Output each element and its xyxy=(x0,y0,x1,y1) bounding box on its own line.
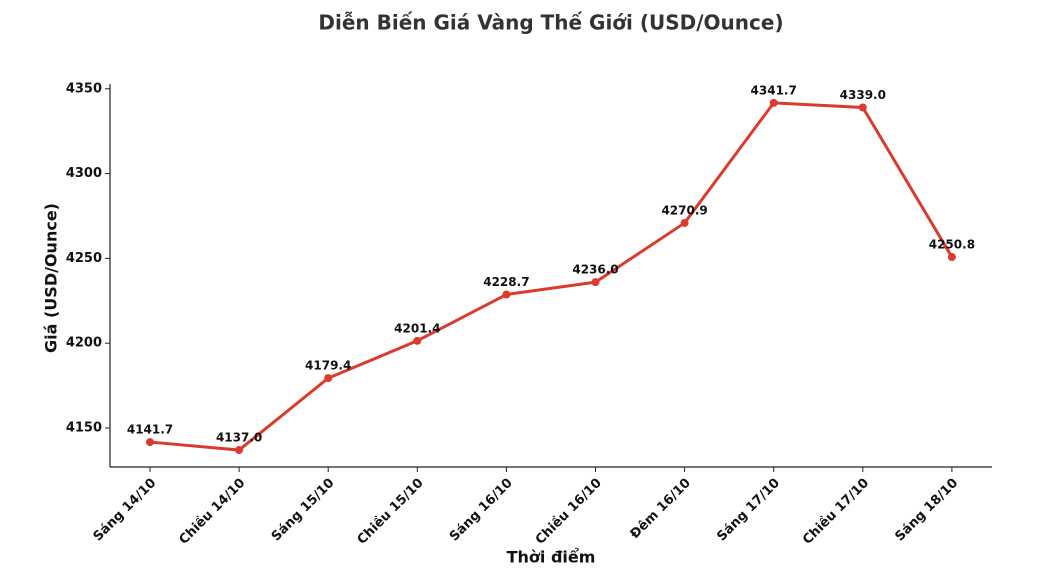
x-tick-label: Sáng 18/10 xyxy=(893,476,962,545)
x-tick-label: Chiều 14/10 xyxy=(176,476,248,548)
data-label: 4250.8 xyxy=(929,238,975,252)
marker xyxy=(591,278,600,287)
marker xyxy=(413,336,422,345)
line xyxy=(149,101,954,452)
x-tick-label: Sáng 15/10 xyxy=(269,476,338,545)
chart-title: Diễn Biến Giá Vàng Thế Giới (USD/Ounce) xyxy=(318,11,783,35)
x-tick-label: Chiều 17/10 xyxy=(800,476,872,548)
marker xyxy=(947,253,956,262)
data-label: 4179.4 xyxy=(305,359,351,373)
marker xyxy=(324,374,333,383)
x-tick-label: Đêm 16/10 xyxy=(628,476,694,542)
marker xyxy=(146,438,154,447)
y-tick-label: 4200 xyxy=(66,336,102,351)
data-label: 4201.4 xyxy=(394,321,440,335)
data-label: 4270.9 xyxy=(661,203,707,217)
data-label: 4236.0 xyxy=(572,263,618,277)
data-label: 4339.0 xyxy=(840,88,886,102)
marker xyxy=(858,103,867,112)
marker xyxy=(502,290,511,299)
marker xyxy=(769,98,778,107)
x-tick-label: Sáng 17/10 xyxy=(714,476,783,545)
y-axis-label: Giá (USD/Ounce) xyxy=(42,203,61,353)
marker xyxy=(680,218,689,227)
y-tick-label: 4300 xyxy=(66,166,102,181)
data-label: 4141.7 xyxy=(127,423,173,437)
y-tick-label: 4150 xyxy=(66,420,102,435)
x-tick-label: Chiều 16/10 xyxy=(533,476,605,548)
data-label: 4137.0 xyxy=(216,431,262,445)
marker xyxy=(235,446,244,455)
x-tick-label: Chiều 15/10 xyxy=(355,476,427,548)
data-label: 4228.7 xyxy=(483,275,529,289)
y-tick-label: 4350 xyxy=(66,81,102,96)
x-tick-label: Sáng 16/10 xyxy=(447,476,516,545)
y-tick-label: 4250 xyxy=(66,251,102,266)
x-axis-label: Thời điểm xyxy=(507,548,596,567)
x-tick-label: Sáng 14/10 xyxy=(91,476,160,545)
data-label: 4341.7 xyxy=(751,83,797,97)
